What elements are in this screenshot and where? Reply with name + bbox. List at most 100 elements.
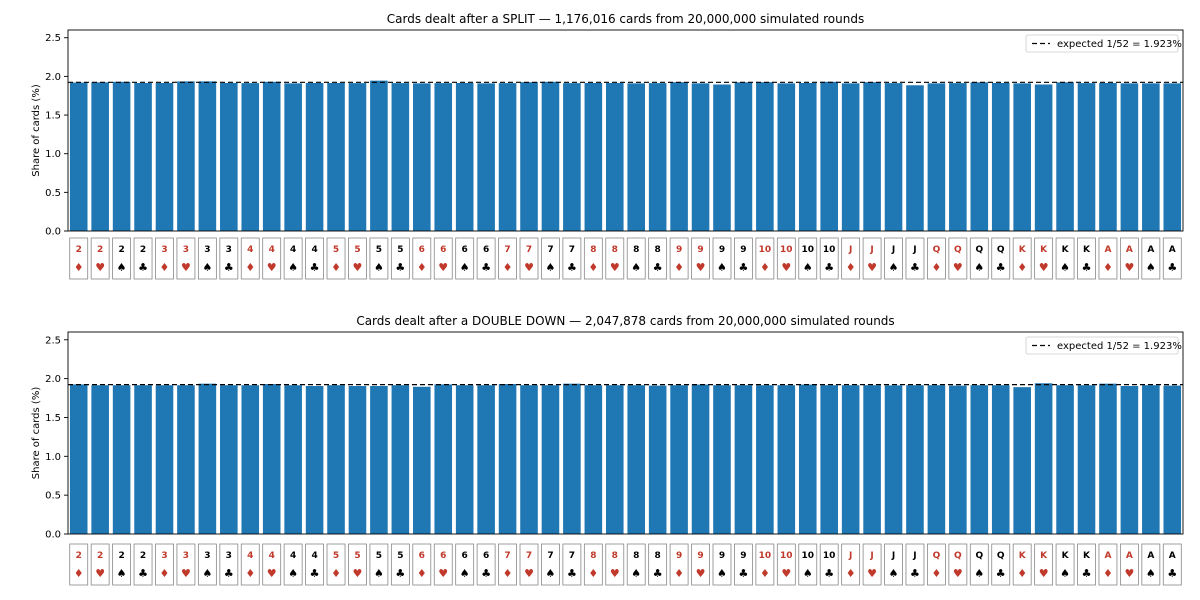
bar — [112, 81, 131, 231]
card-rank-label: 5 — [333, 245, 339, 255]
bar — [777, 83, 796, 231]
bar — [884, 385, 903, 534]
card-suit-label: ♦ — [931, 261, 941, 274]
bar — [648, 385, 667, 534]
card-tick — [819, 543, 839, 586]
card-rank-label: 7 — [504, 551, 510, 561]
bar — [884, 83, 903, 231]
card-rank-label: 10 — [759, 245, 772, 255]
card-suit-label: ♦ — [331, 261, 341, 274]
card-suit-label: ♥ — [781, 567, 791, 580]
card-suit-label: ♥ — [610, 567, 620, 580]
bar — [927, 83, 946, 231]
bar — [605, 385, 624, 534]
card-tick — [455, 237, 475, 280]
card-tick — [1034, 237, 1054, 280]
card-rank-label: 2 — [97, 245, 103, 255]
card-tick — [133, 543, 153, 586]
bar — [241, 83, 260, 231]
bar — [134, 385, 152, 534]
card-tick — [90, 543, 110, 586]
y-tick-label: 0.5 — [45, 491, 61, 502]
card-rank-label: 5 — [354, 245, 360, 255]
card-suit-label: ♥ — [353, 261, 363, 274]
bar — [863, 82, 881, 232]
card-suit-label: ♣ — [567, 567, 577, 580]
card-suit-label: ♦ — [503, 261, 513, 274]
bar — [1120, 386, 1139, 534]
card-tick — [1162, 237, 1182, 280]
card-suit-label: ♠ — [1060, 567, 1070, 580]
card-suit-label: ♣ — [481, 261, 491, 274]
bar — [370, 80, 388, 231]
card-rank-label: 4 — [247, 551, 253, 561]
card-tick — [583, 237, 603, 280]
card-tick — [455, 543, 475, 586]
card-rank-label: 10 — [801, 245, 814, 255]
card-suit-label: ♦ — [74, 261, 84, 274]
card-suit-label: ♥ — [438, 261, 448, 274]
chart-title: Cards dealt after a DOUBLE DOWN — 2,047,… — [356, 314, 894, 328]
card-rank-label: J — [869, 551, 873, 561]
bar — [69, 384, 88, 534]
card-tick — [369, 543, 389, 586]
card-suit-label: ♦ — [503, 567, 513, 580]
bar — [541, 385, 560, 534]
card-tick — [905, 237, 925, 280]
card-rank-label: 2 — [140, 551, 146, 561]
card-tick — [862, 543, 882, 586]
bar — [498, 83, 517, 231]
bar — [284, 83, 302, 231]
card-suit-label: ♦ — [760, 567, 770, 580]
card-tick — [498, 237, 517, 280]
bar — [155, 82, 174, 232]
card-rank-label: J — [891, 551, 895, 561]
bar — [434, 83, 453, 231]
card-tick — [884, 543, 903, 586]
card-rank-label: Q — [954, 245, 962, 255]
card-rank-label: 7 — [569, 551, 575, 561]
bar — [991, 385, 1010, 534]
card-tick — [69, 237, 89, 280]
card-rank-label: 3 — [226, 551, 232, 561]
card-suit-label: ♣ — [395, 261, 405, 274]
card-tick — [541, 543, 560, 586]
card-tick — [90, 237, 110, 280]
bar — [413, 386, 431, 534]
bar — [262, 81, 281, 231]
bar — [1013, 83, 1031, 231]
bar — [1056, 385, 1074, 534]
card-tick — [884, 237, 903, 280]
card-suit-label: ♠ — [117, 261, 127, 274]
bar — [906, 385, 924, 534]
card-rank-label: 2 — [97, 551, 103, 561]
card-suit-label: ♠ — [460, 261, 470, 274]
bar — [605, 82, 624, 232]
bar — [563, 383, 581, 534]
y-tick-label: 2.5 — [45, 33, 61, 44]
card-suit-label: ♣ — [481, 567, 491, 580]
bar — [1077, 385, 1096, 534]
card-suit-label: ♣ — [910, 567, 920, 580]
bar — [756, 385, 774, 534]
bar — [241, 385, 260, 534]
card-suit-label: ♥ — [1124, 567, 1134, 580]
card-suit-label: ♥ — [181, 567, 191, 580]
bar — [541, 81, 560, 231]
card-suit-label: ♠ — [546, 261, 556, 274]
card-tick — [1077, 543, 1096, 586]
card-suit-label: ♠ — [717, 567, 727, 580]
card-suit-label: ♣ — [567, 261, 577, 274]
card-rank-label: 10 — [823, 245, 836, 255]
bar — [391, 385, 410, 534]
card-tick — [1077, 237, 1096, 280]
card-tick — [197, 543, 217, 586]
card-rank-label: 10 — [780, 551, 793, 561]
card-suit-label: ♣ — [395, 567, 405, 580]
card-tick — [691, 237, 710, 280]
card-suit-label: ♦ — [846, 261, 856, 274]
plot-frame — [67, 29, 1184, 232]
bar — [284, 385, 302, 534]
card-tick — [155, 237, 174, 280]
card-tick — [112, 237, 132, 280]
